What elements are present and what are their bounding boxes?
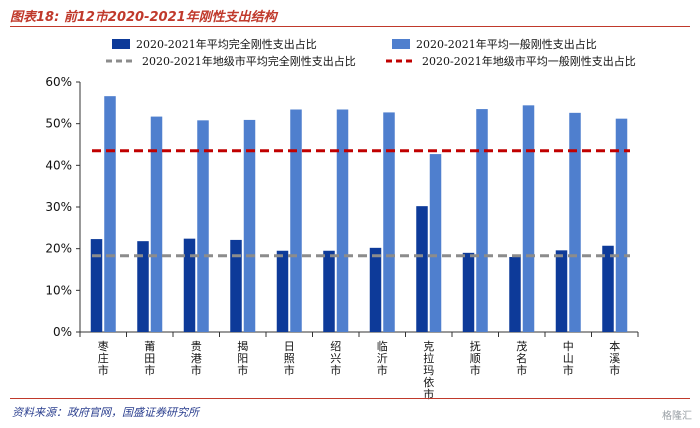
bar-complete-rigid — [462, 252, 475, 332]
bar-general-rigid — [383, 112, 395, 333]
bar-general-rigid — [615, 118, 628, 333]
bar-complete-rigid — [230, 239, 242, 332]
bar-complete-rigid — [602, 245, 614, 332]
category-label: 临沂市 — [377, 339, 388, 377]
bar-complete-rigid — [90, 239, 103, 332]
bar-general-rigid — [522, 105, 535, 332]
bar-complete-rigid — [137, 241, 149, 332]
bar-chart: 2020-2021年平均完全刚性支出占比 2020-2021年平均一般刚性支出占比… — [45, 37, 639, 400]
category-label: 本溪市 — [609, 339, 620, 377]
category-label: 抚顺市 — [470, 339, 481, 377]
category-label: 贵港市 — [191, 340, 202, 377]
y-tick-label: 40% — [45, 158, 72, 172]
bar-complete-rigid — [323, 250, 335, 332]
category-labels: 枣庄市 莆田市 贵港市 揭阳市 日照市 绍兴市 临沂市 克拉玛依市 抚顺市 茂名市 中山市 本溪市 — [98, 339, 621, 400]
y-tick-label: 30% — [45, 200, 72, 214]
bar-general-rigid — [290, 109, 302, 332]
legend-label: 2020-2021年平均一般刚性支出占比 — [416, 37, 597, 51]
category-label: 克拉玛依市 — [423, 340, 434, 400]
y-tick-label: 0% — [53, 325, 72, 339]
bar-general-rigid — [429, 154, 442, 332]
bar-complete-rigid — [509, 257, 521, 332]
watermark: 格隆汇 — [662, 411, 692, 422]
legend-label: 2020-2021年地级市平均完全刚性支出占比 — [142, 54, 356, 68]
y-tick-label: 50% — [45, 117, 72, 131]
legend-label: 2020-2021年平均完全刚性支出占比 — [136, 37, 317, 51]
category-label: 茂名市 — [516, 339, 527, 377]
chart-axes: 0% 10% 20% 30% 40% 50% 60% — [45, 75, 639, 339]
y-tick-label: 60% — [45, 75, 72, 89]
bar-complete-rigid — [416, 206, 428, 332]
legend-swatch — [392, 39, 410, 49]
figure-title: 图表18: 前12市2020-2021年刚性支出结构 — [10, 10, 277, 25]
bar-complete-rigid — [369, 247, 382, 332]
y-tick-label: 20% — [45, 242, 72, 256]
category-label: 中山市 — [563, 340, 574, 377]
category-label: 绍兴市 — [330, 339, 341, 377]
chart-legend: 2020-2021年平均完全刚性支出占比 2020-2021年平均一般刚性支出占比… — [106, 37, 636, 68]
bar-general-rigid — [243, 119, 256, 333]
bar-complete-rigid — [276, 250, 289, 332]
bar-general-rigid — [150, 116, 163, 332]
chart-reference-lines — [92, 149, 630, 258]
category-label: 揭阳市 — [237, 339, 248, 377]
bar-complete-rigid — [555, 250, 568, 332]
y-tick-label: 10% — [45, 283, 72, 297]
chart-bars — [90, 96, 628, 333]
category-label: 枣庄市 — [98, 340, 109, 377]
category-label: 日照市 — [284, 340, 295, 377]
bar-general-rigid — [197, 120, 209, 332]
bar-complete-rigid — [183, 238, 196, 332]
source-divider — [10, 398, 690, 399]
bar-general-rigid — [476, 109, 488, 332]
bar-general-rigid — [569, 112, 581, 332]
bar-general-rigid — [336, 109, 349, 332]
legend-swatch — [112, 39, 130, 49]
legend-label: 2020-2021年地级市平均一般刚性支出占比 — [422, 54, 636, 68]
bar-general-rigid — [104, 96, 116, 333]
title-divider — [10, 26, 690, 27]
category-label: 莆田市 — [144, 340, 155, 377]
source-note: 资料来源：政府官网，国盛证券研究所 — [12, 406, 199, 419]
